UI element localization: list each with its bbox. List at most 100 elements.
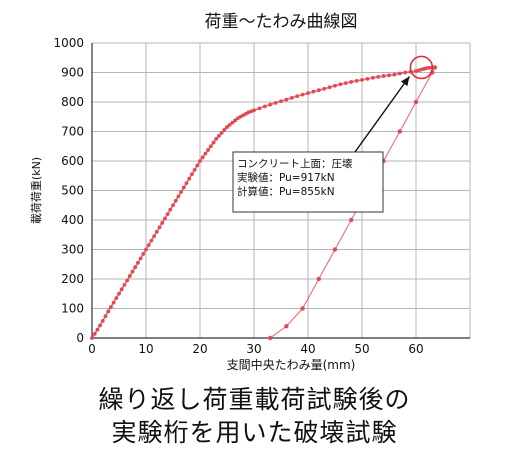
annotation-arrow-line xyxy=(354,76,410,153)
data-point-loading xyxy=(354,79,359,83)
failure-point-circle xyxy=(409,55,434,80)
annotation-arrow-head xyxy=(400,76,410,87)
y-tick-label: 900 xyxy=(61,66,84,80)
data-point-loading xyxy=(98,323,102,328)
data-point-loading xyxy=(268,102,273,107)
data-point-loading xyxy=(217,134,221,138)
data-point-unloading xyxy=(316,276,321,282)
data-point-loading xyxy=(165,212,170,217)
data-point-loading xyxy=(181,185,186,190)
data-point-loading xyxy=(119,287,124,292)
data-point-loading xyxy=(273,100,278,105)
data-point-loading xyxy=(338,82,343,87)
data-point-loading xyxy=(133,265,138,270)
data-point-loading xyxy=(176,194,181,199)
data-point-loading xyxy=(103,314,108,319)
data-point-loading xyxy=(144,247,148,252)
data-point-loading xyxy=(403,70,408,75)
data-point-loading xyxy=(171,203,175,208)
data-point-loading xyxy=(152,234,157,239)
y-tick-label: 400 xyxy=(61,213,84,227)
data-point-loading xyxy=(227,122,232,127)
annotation-text-line: コンクリート上面：圧壊 xyxy=(237,158,353,170)
data-point-loading xyxy=(230,120,235,125)
data-point-loading xyxy=(387,73,391,78)
data-point-loading xyxy=(203,151,208,156)
data-point-loading xyxy=(92,331,97,336)
data-point-loading xyxy=(190,172,194,177)
x-axis-label: 支間中央たわみ量(mm) xyxy=(227,357,356,372)
data-point-loading xyxy=(192,167,197,172)
data-point-loading xyxy=(343,81,348,86)
y-tick-label: 700 xyxy=(61,125,84,139)
y-tick-label: 800 xyxy=(61,95,84,109)
data-point-loading xyxy=(316,88,321,93)
data-point-unloading xyxy=(300,306,305,311)
data-point-loading xyxy=(122,283,127,287)
data-point-unloading xyxy=(397,129,402,134)
data-point-loading xyxy=(184,181,189,186)
annotation-text-line: 実験値：Pu=917kN xyxy=(237,171,335,184)
data-point-loading xyxy=(127,274,132,278)
data-point-loading xyxy=(109,305,113,309)
data-point-unloading xyxy=(268,335,273,341)
data-point-loading xyxy=(300,92,305,97)
data-point-loading xyxy=(114,296,119,301)
data-point-loading xyxy=(90,336,94,340)
annotation-box xyxy=(232,151,384,213)
x-tick-label: 60 xyxy=(408,342,423,356)
data-point-loading xyxy=(365,76,370,81)
data-point-loading xyxy=(149,238,154,243)
data-point-loading xyxy=(306,91,310,96)
data-point-loading xyxy=(117,291,121,296)
data-point-loading xyxy=(206,148,211,152)
data-point-loading xyxy=(211,140,216,145)
y-tick-label: 500 xyxy=(61,184,84,198)
data-point-loading xyxy=(146,243,151,247)
y-tick-label: 300 xyxy=(61,243,84,257)
data-point-loading xyxy=(100,318,105,323)
data-point-loading xyxy=(322,86,327,91)
data-point-loading xyxy=(200,155,205,160)
data-point-loading xyxy=(163,216,167,221)
data-point-unloading xyxy=(413,99,419,105)
data-point-loading xyxy=(225,125,229,129)
data-point-loading xyxy=(279,99,283,104)
data-point-loading xyxy=(157,225,162,230)
x-tick-label: 0 xyxy=(88,342,96,356)
data-point-loading xyxy=(295,94,300,98)
data-point-loading xyxy=(397,71,402,76)
data-point-loading xyxy=(214,136,219,141)
data-point-unloading xyxy=(432,65,438,70)
x-tick-label: 20 xyxy=(192,342,207,356)
data-point-loading xyxy=(370,75,375,80)
data-point-loading xyxy=(141,252,146,256)
data-point-unloading xyxy=(284,324,289,329)
data-point-loading xyxy=(138,256,143,261)
data-point-loading xyxy=(173,198,178,203)
data-point-loading xyxy=(311,89,316,94)
data-point-loading xyxy=(106,309,111,314)
data-point-loading xyxy=(327,85,332,90)
data-point-loading xyxy=(262,104,267,109)
data-point-loading xyxy=(349,80,354,84)
data-point-loading xyxy=(233,118,238,123)
data-point-loading xyxy=(252,108,256,113)
x-tick-label: 30 xyxy=(246,342,261,356)
data-point-loading xyxy=(381,74,386,78)
chart-title: 荷重〜たわみ曲線図 xyxy=(205,12,358,32)
x-tick-label: 10 xyxy=(138,342,153,356)
y-tick-label: 200 xyxy=(61,272,84,286)
data-point-loading xyxy=(208,144,213,149)
data-point-loading xyxy=(125,278,129,283)
data-point-loading xyxy=(111,300,116,305)
data-point-loading xyxy=(360,77,364,82)
data-point-loading xyxy=(154,229,159,234)
data-point-loading xyxy=(160,221,165,225)
data-point-loading xyxy=(195,163,200,168)
y-axis-label: 載荷荷重(kN) xyxy=(29,157,43,224)
data-point-unloading xyxy=(332,247,338,252)
data-point-loading xyxy=(289,95,294,100)
y-tick-label: 1000 xyxy=(53,36,84,50)
